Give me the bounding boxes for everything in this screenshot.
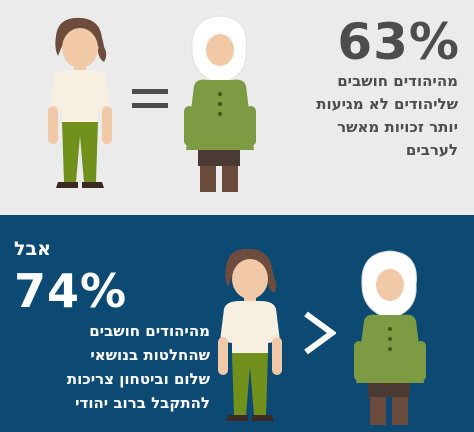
bottom-intro: אבל bbox=[14, 238, 51, 260]
bottom-percent: 74% bbox=[14, 264, 128, 318]
bottom-statement-line: שהחלטות בנושאי bbox=[90, 346, 210, 364]
top-percent: 63% bbox=[337, 13, 460, 71]
greater-than-icon bbox=[304, 311, 336, 355]
bottom-statement-line: שלום וביטחון צריכות bbox=[66, 370, 210, 388]
top-statement-line: מהיהודים חושבים bbox=[337, 72, 458, 90]
top-statement-line: לערבים bbox=[405, 141, 458, 159]
bottom-panel: אבל 74% מהיהודים חושבים שהחלטות בנושאי ש… bbox=[0, 215, 474, 432]
top-statement: מהיהודים חושבים שליהודים לא מגיעות יותר … bbox=[218, 70, 458, 162]
arab-woman-icon bbox=[184, 15, 256, 192]
jewish-woman-icon bbox=[48, 17, 112, 188]
bottom-statement-line: מהיהודים חושבים bbox=[89, 322, 210, 340]
top-statement-line: יותר זכויות מאשר bbox=[337, 118, 458, 136]
jewish-woman-icon bbox=[218, 248, 282, 421]
top-statement-line: שליהודים לא מגיעות bbox=[316, 95, 458, 113]
arab-woman-icon bbox=[354, 250, 426, 425]
top-panel: 63% מהיהודים חושבים שליהודים לא מגיעות י… bbox=[0, 0, 474, 215]
equals-icon bbox=[132, 89, 168, 108]
bottom-statement-line: להתקבל ברוב יהודי bbox=[75, 394, 210, 412]
bottom-statement: מהיהודים חושבים שהחלטות בנושאי שלום וביט… bbox=[10, 319, 210, 415]
